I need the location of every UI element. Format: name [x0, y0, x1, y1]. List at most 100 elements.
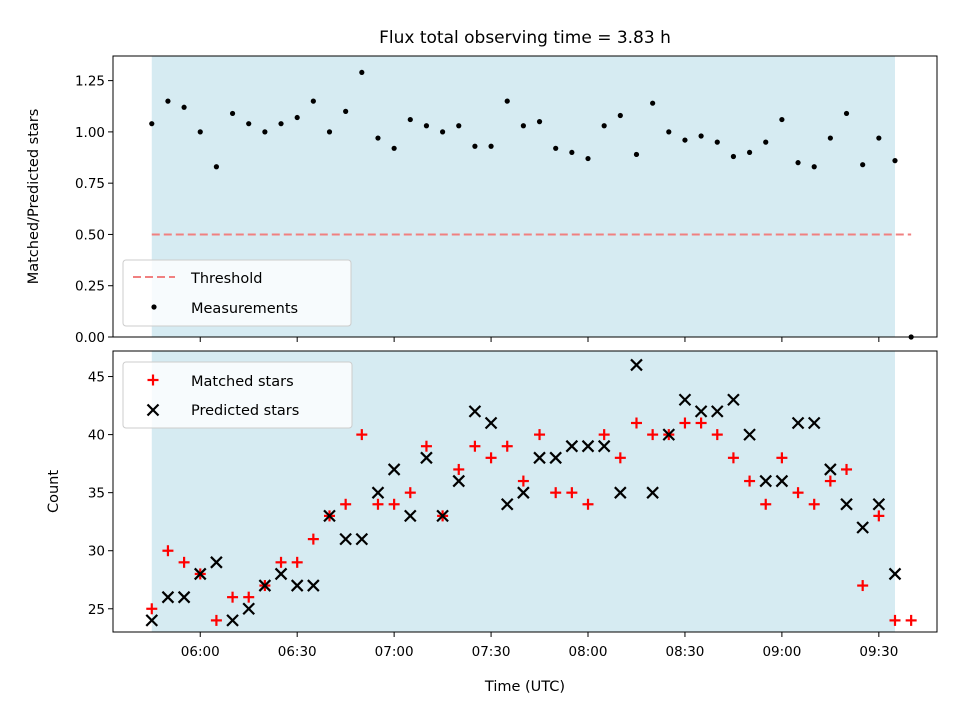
predicted-star-point — [517, 486, 530, 499]
predicted-star-point — [274, 567, 288, 581]
predicted-star-point — [824, 463, 837, 476]
measurement-point — [326, 129, 333, 135]
matched-star-point — [857, 580, 869, 592]
matched-star-point — [679, 417, 691, 429]
legend-matched-swatch — [147, 374, 159, 386]
measurement-point — [488, 143, 494, 149]
matched-star-point — [420, 440, 432, 452]
predicted-star-point — [759, 474, 773, 488]
predicted-star-point — [549, 451, 562, 465]
predicted-star-point — [355, 532, 369, 546]
predicted-star-point — [468, 405, 482, 418]
predicted-star-point — [145, 614, 159, 627]
matched-star-point — [598, 429, 610, 441]
x-tick-label: 06:00 — [181, 644, 220, 660]
predicted-star-point — [420, 451, 433, 465]
matched-star-point — [178, 556, 190, 568]
measurement-point — [811, 164, 817, 170]
matched-star-point — [534, 429, 546, 441]
matched-star-point — [582, 498, 594, 510]
matched-star-point — [889, 614, 901, 626]
predicted-star-point — [290, 579, 304, 592]
predicted-star-point — [743, 428, 756, 441]
matched-star-point — [792, 487, 804, 499]
measurement-point — [149, 121, 155, 127]
matched-star-point — [727, 452, 739, 464]
measurement-point — [553, 145, 559, 151]
count-y-axis-label: Count — [46, 470, 62, 513]
ratio-legend-box — [122, 259, 352, 327]
count-legend-box — [122, 361, 353, 429]
measurement-point — [633, 151, 640, 158]
predicted-star-point — [856, 521, 869, 534]
matched-star-point — [630, 417, 642, 429]
matched-star-point — [614, 452, 626, 464]
predicted-star-point — [404, 509, 417, 523]
measurement-point — [213, 164, 220, 170]
measurement-point — [359, 69, 365, 76]
x-tick-label: 07:30 — [472, 644, 511, 660]
y-tick-label: 1.25 — [75, 74, 105, 90]
measurement-point — [892, 158, 898, 164]
measurement-point — [407, 116, 413, 123]
matched-star-point — [905, 614, 917, 626]
matched-star-point — [695, 417, 707, 429]
predicted-star-point — [533, 451, 546, 465]
predicted-star-point — [581, 439, 595, 453]
measurement-point — [601, 123, 607, 129]
predicted-star-point — [565, 439, 579, 453]
predicted-star-point — [775, 474, 789, 488]
predicted-star-point — [210, 556, 223, 569]
predicted-star-point — [888, 567, 902, 581]
predicted-star-point — [307, 579, 320, 592]
matched-star-point — [744, 475, 756, 487]
matched-star-point — [517, 475, 529, 487]
matched-star-point — [485, 452, 497, 464]
y-tick-label: 45 — [88, 370, 105, 386]
predicted-star-point — [339, 532, 352, 546]
ratio-legend: Threshold Measurements — [122, 259, 352, 327]
measurement-point — [617, 112, 623, 119]
predicted-star-point — [630, 358, 643, 372]
predicted-star-point — [710, 405, 724, 418]
matched-star-point — [808, 498, 820, 510]
predicted-star-point — [500, 497, 514, 511]
predicted-star-point — [484, 416, 498, 430]
measurement-point — [779, 116, 785, 123]
measurement-point — [197, 129, 203, 135]
measurement-point — [181, 104, 187, 110]
predicted-star-point — [387, 463, 401, 476]
measurement-point — [262, 129, 268, 135]
measurement-point — [456, 123, 462, 129]
matched-star-point — [404, 487, 416, 499]
predicted-star-point — [597, 439, 611, 453]
measurement-point — [472, 143, 478, 149]
matched-star-point — [243, 591, 255, 603]
legend-predicted-label: Predicted stars — [191, 403, 299, 419]
y-tick-label: 25 — [88, 602, 105, 618]
count-panel-frame — [112, 350, 938, 633]
measurement-point — [843, 110, 850, 117]
y-tick-label: 40 — [88, 428, 105, 444]
measurement-point — [165, 98, 171, 104]
matched-star-point — [340, 498, 352, 510]
legend-plus-marker — [147, 374, 159, 386]
predicted-star-point — [662, 428, 676, 441]
measurement-point — [310, 98, 316, 104]
matched-star-point — [227, 591, 239, 603]
measurement-point — [730, 153, 737, 160]
measurement-point — [650, 100, 656, 106]
matched-star-point — [824, 475, 836, 487]
predicted-star-point — [872, 497, 886, 511]
y-tick-label: 0.75 — [75, 176, 105, 192]
y-tick-label: 0.00 — [75, 330, 105, 346]
measurement-point — [343, 108, 349, 114]
predicted-star-point — [193, 567, 207, 581]
measurement-point — [536, 119, 543, 125]
y-tick-label: 0.25 — [75, 279, 105, 295]
matched-star-point — [275, 556, 287, 568]
ratio-y-axis-label: Matched/Predicted stars — [26, 109, 42, 285]
predicted-star-point — [452, 474, 466, 488]
measurement-point — [504, 98, 510, 104]
predicted-star-point — [226, 614, 239, 627]
